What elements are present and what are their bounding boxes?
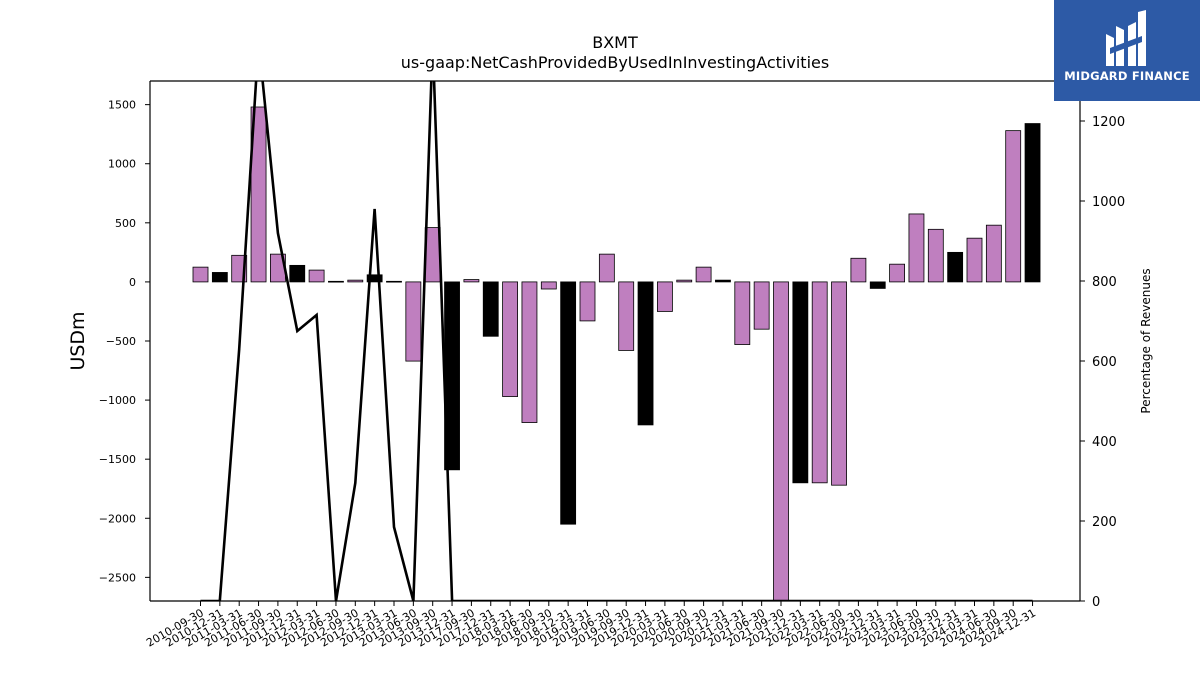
bar-2023-09-30 — [927, 228, 944, 283]
y2-axis-label: Percentage of Revenues — [1139, 268, 1153, 413]
bar-2024-06-30 — [985, 224, 1002, 283]
y-tick-label: −2000 — [99, 512, 136, 525]
bar-2018-06-30 — [521, 281, 538, 423]
bar-2022-12-31 — [869, 281, 886, 289]
bar-2020-09-30 — [695, 266, 712, 283]
bar-2019-03-31 — [579, 281, 596, 322]
bar-2021-06-30 — [753, 281, 770, 330]
bar-2024-03-31 — [966, 237, 983, 283]
bar-2013-06-30 — [405, 281, 422, 362]
bar-2021-03-31 — [734, 281, 751, 345]
bar-2019-06-30 — [598, 253, 615, 283]
y2-tick-label: 800 — [1092, 275, 1117, 290]
chart-title: BXMT — [592, 33, 638, 52]
chart-subtitle: us-gaap:NetCashProvidedByUsedInInvesting… — [401, 53, 829, 72]
midgard-finance-logo: MIDGARD FINANCE — [1054, 0, 1200, 101]
logo-text: MIDGARD FINANCE — [1064, 69, 1190, 83]
bar-2022-06-30 — [831, 281, 847, 486]
percentage-line — [200, 81, 1033, 601]
y2-tick-label: 600 — [1092, 355, 1117, 370]
y-axis-label: USDm — [67, 311, 89, 370]
bar-2011-12-31 — [289, 264, 306, 283]
bar-2023-06-30 — [908, 213, 925, 283]
y2-tick-label: 0 — [1092, 595, 1100, 610]
bar-2020-03-31 — [657, 281, 673, 312]
bar-2017-12-31 — [482, 281, 499, 337]
midgard-logo-icon — [1106, 10, 1146, 66]
bar-2019-12-31 — [637, 281, 654, 426]
y2-tick-label: 200 — [1092, 515, 1117, 530]
bar-2024-12-31 — [1024, 123, 1041, 283]
bar-2023-03-31 — [889, 263, 905, 283]
bar-2022-03-31 — [811, 281, 828, 484]
bar-2020-06-30 — [676, 279, 693, 283]
bar-2012-09-30 — [347, 279, 364, 283]
bar-2021-12-31 — [792, 281, 809, 484]
y-tick-label: −2500 — [99, 571, 136, 584]
y2-tick-label: 400 — [1092, 435, 1117, 450]
bar-2012-12-31 — [366, 274, 383, 283]
bar-2012-03-31 — [308, 269, 325, 283]
bar-2017-09-30 — [463, 279, 480, 283]
y-tick-label: 0 — [129, 276, 136, 289]
bar-2024-09-30 — [1005, 130, 1022, 283]
y-tick-label: 500 — [115, 217, 136, 230]
bar-2013-03-31 — [386, 280, 402, 283]
y2-tick-label: 1000 — [1092, 195, 1125, 210]
bar-2018-03-31 — [502, 281, 519, 397]
y-tick-label: −500 — [106, 335, 136, 348]
bar-2013-09-30 — [424, 227, 441, 283]
bar-2010-12-31 — [211, 272, 228, 283]
bar-2020-12-31 — [715, 279, 731, 283]
bar-2021-09-30 — [773, 281, 789, 602]
bar-2019-09-30 — [618, 281, 635, 351]
y2-tick-label: 1200 — [1092, 115, 1125, 130]
bar-2018-09-30 — [540, 281, 557, 290]
y-tick-label: 1500 — [108, 99, 136, 112]
y-tick-label: −1500 — [99, 453, 136, 466]
bar-2018-12-31 — [560, 281, 577, 525]
bar-2012-06-30 — [328, 280, 344, 283]
bar-2022-09-30 — [850, 257, 867, 283]
bar-2023-12-31 — [947, 251, 964, 283]
y-tick-label: −1000 — [99, 394, 136, 407]
bar-2010-09-30 — [192, 266, 209, 283]
bar-2011-06-30 — [250, 106, 267, 283]
y-tick-label: 1000 — [108, 158, 136, 171]
